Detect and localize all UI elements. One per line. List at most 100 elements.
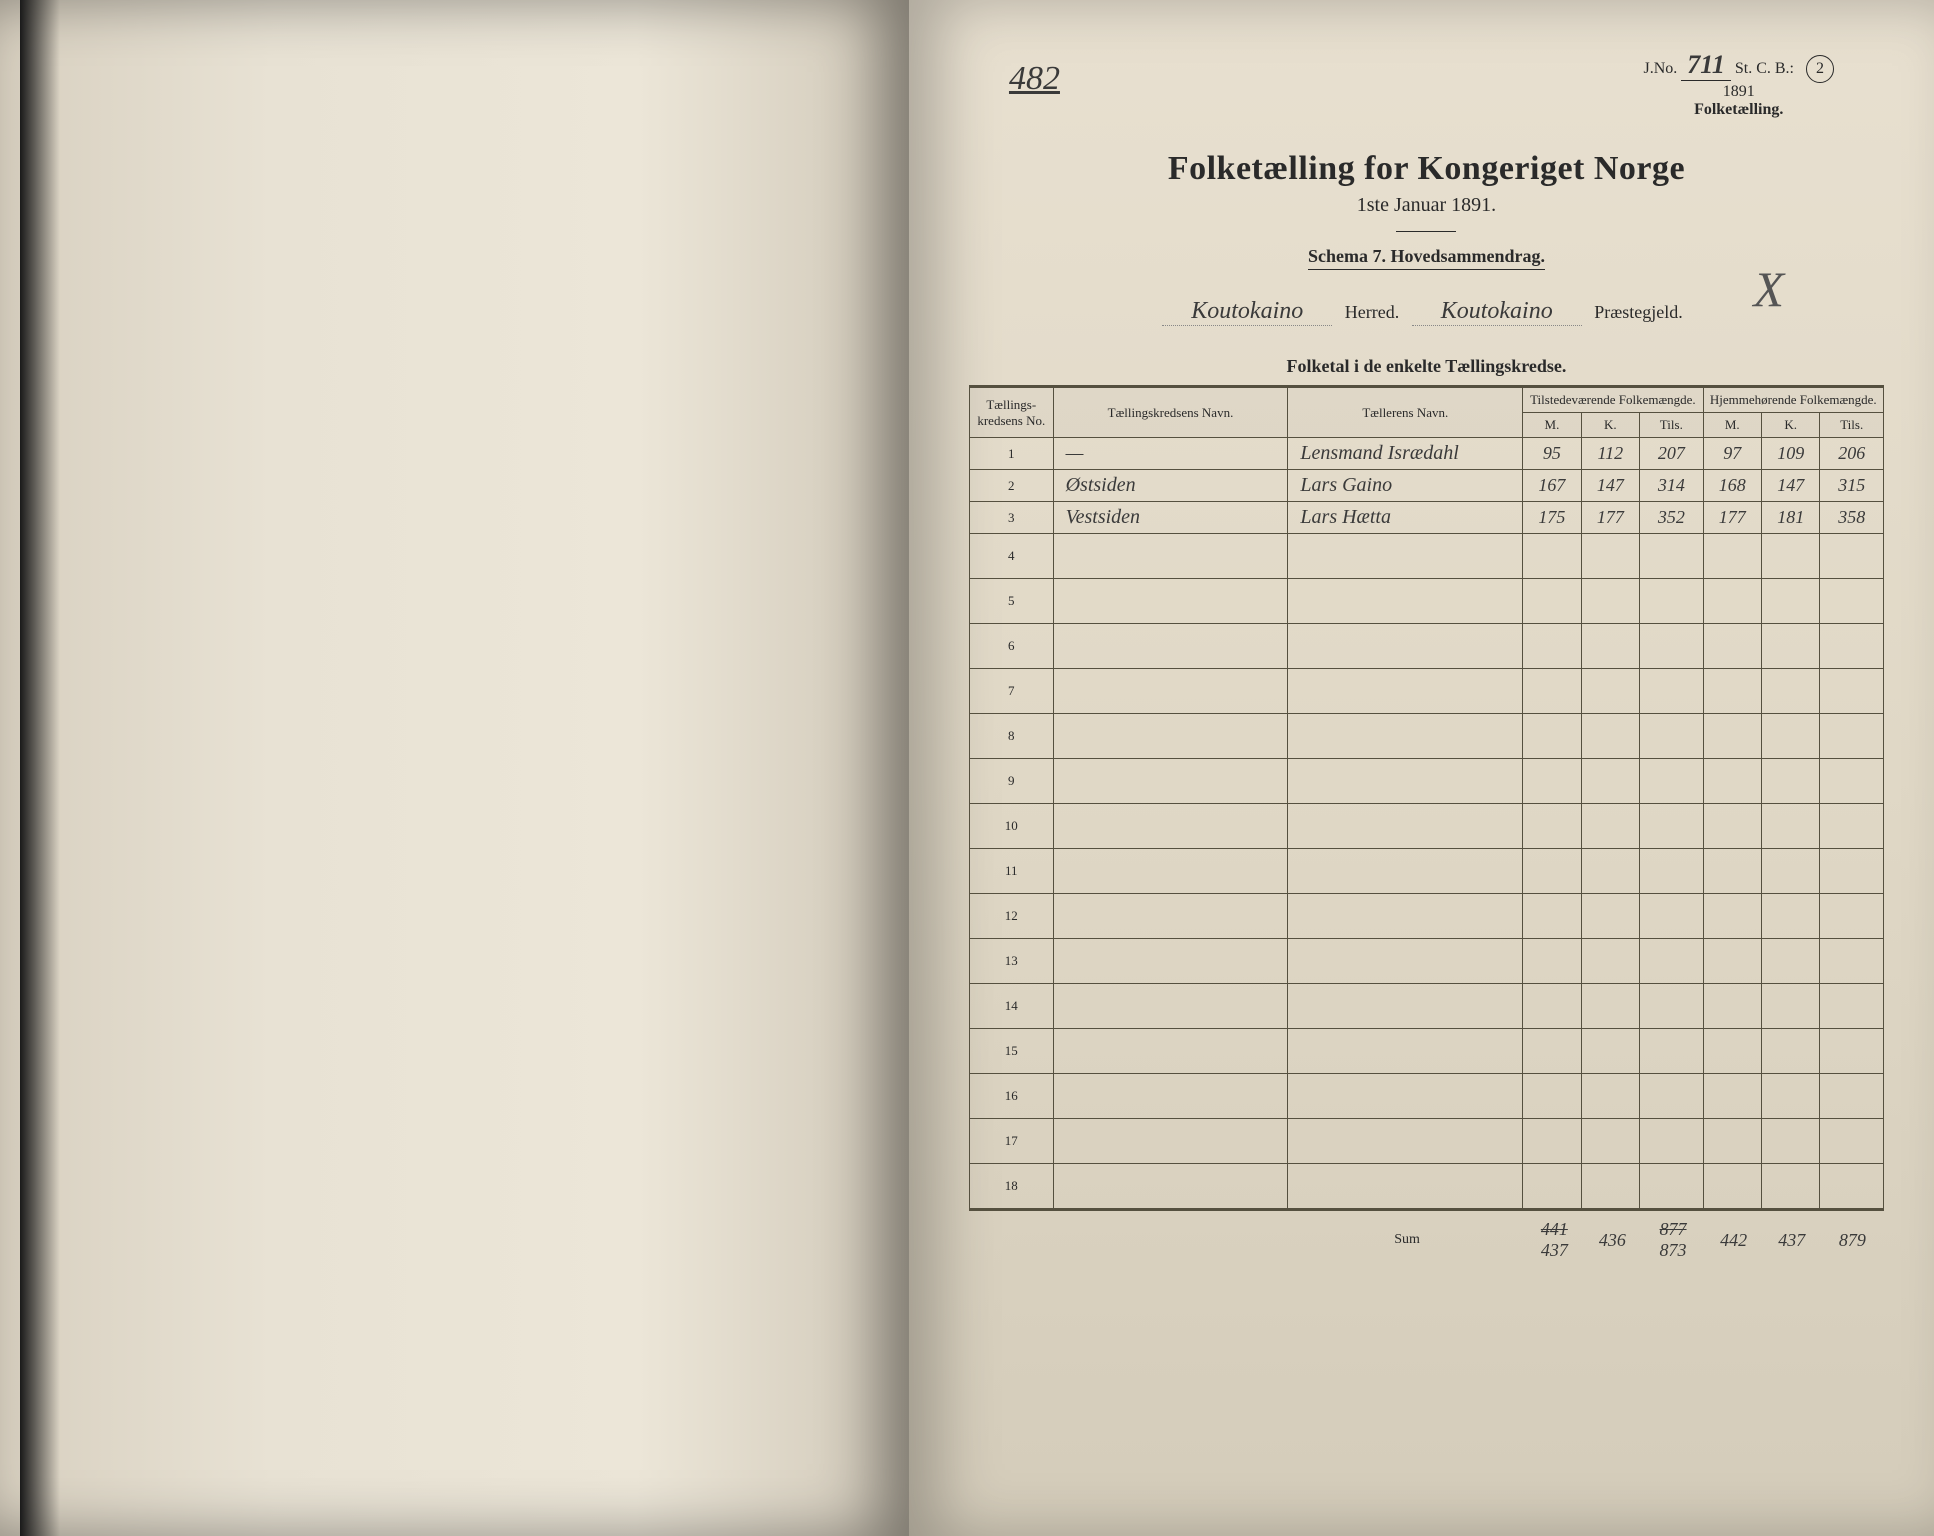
jno-year: 1891 [1723,83,1755,100]
row-rk: 109 [1762,438,1820,470]
row-no: 12 [969,894,1053,939]
table-row-empty: 17 [969,1119,1883,1164]
row-pt [1640,849,1703,894]
table-row-empty: 14 [969,984,1883,1029]
row-pm [1523,849,1581,894]
th-resident-m: M. [1703,413,1761,438]
row-rm [1703,669,1761,714]
row-rm [1703,894,1761,939]
table-row-empty: 5 [969,579,1883,624]
title-sub: 1ste Januar 1891. [969,194,1884,217]
row-rk [1762,1074,1820,1119]
row-rm [1703,579,1761,624]
sum-rt: 879 [1839,1230,1866,1250]
page-stamp-circled: 2 [1806,55,1834,83]
row-pk [1581,849,1639,894]
sum-row: Sum 441 437 436 877 873 442 437 879 [969,1215,1884,1265]
row-rm [1703,624,1761,669]
row-name [1053,894,1288,939]
row-pk: 147 [1581,470,1639,502]
row-rm [1703,534,1761,579]
table-row-empty: 9 [969,759,1883,804]
row-teller [1288,1119,1523,1164]
row-no: 11 [969,849,1053,894]
row-pm [1523,804,1581,849]
jno-label: J.No. [1643,60,1677,77]
row-pt [1640,1029,1703,1074]
row-pk [1581,984,1639,1029]
row-rm [1703,984,1761,1029]
row-rk [1762,1164,1820,1209]
row-rk: 147 [1762,470,1820,502]
row-pt [1640,624,1703,669]
row-pm [1523,1119,1581,1164]
row-rm [1703,714,1761,759]
row-rk [1762,579,1820,624]
row-rt [1820,1164,1884,1209]
row-rk: 181 [1762,502,1820,534]
row-pm: 95 [1523,438,1581,470]
row-rt [1820,939,1884,984]
row-pk [1581,669,1639,714]
th-resident-k: K. [1762,413,1820,438]
row-rm [1703,1074,1761,1119]
row-name [1053,624,1288,669]
row-rm: 168 [1703,470,1761,502]
row-teller [1288,1074,1523,1119]
schema-line: Schema 7. Hovedsammendrag. [1308,246,1545,270]
row-rm [1703,1119,1761,1164]
row-no: 14 [969,984,1053,1029]
row-no: 18 [969,1164,1053,1209]
row-rt: 358 [1820,502,1884,534]
row-pk [1581,759,1639,804]
sum-rk: 437 [1778,1230,1805,1250]
row-pk [1581,1074,1639,1119]
row-pk: 112 [1581,438,1639,470]
row-pm [1523,984,1581,1029]
row-rt [1820,1119,1884,1164]
sum-pt: 873 [1660,1240,1687,1260]
row-name [1053,579,1288,624]
row-no: 9 [969,759,1053,804]
th-resident: Hjemmehørende Folkemængde. [1703,388,1883,413]
row-rk [1762,714,1820,759]
row-no: 13 [969,939,1053,984]
row-no: 15 [969,1029,1053,1074]
table-body: 1—Lensmand Isrædahl95112207971092062Østs… [969,438,1883,1209]
row-no: 6 [969,624,1053,669]
table-row: 2ØstsidenLars Gaino167147314168147315 [969,470,1883,502]
row-teller [1288,534,1523,579]
row-rt [1820,534,1884,579]
row-rt [1820,579,1884,624]
row-pt [1640,1119,1703,1164]
row-pk [1581,534,1639,579]
title-main: Folketælling for Kongeriget Norge [969,150,1884,188]
row-teller [1288,579,1523,624]
row-rk [1762,759,1820,804]
row-pm [1523,534,1581,579]
row-name [1053,939,1288,984]
herred-value: Koutokaino [1162,298,1332,326]
row-rt [1820,804,1884,849]
row-teller [1288,804,1523,849]
th-present-m: M. [1523,413,1581,438]
row-teller [1288,624,1523,669]
table-row-empty: 7 [969,669,1883,714]
row-pt [1640,669,1703,714]
row-rm [1703,1029,1761,1074]
row-no: 17 [969,1119,1053,1164]
row-no: 2 [969,470,1053,502]
locality-line: Koutokaino Herred. Koutokaino Præstegjel… [969,298,1884,326]
table-row-empty: 16 [969,1074,1883,1119]
row-rm [1703,939,1761,984]
census-table: Tællings- kredsens No. Tællingskredsens … [969,387,1884,1209]
handwritten-ref-number: 482 [1009,60,1060,98]
row-pt [1640,939,1703,984]
row-pt [1640,714,1703,759]
row-name [1053,1164,1288,1209]
row-teller [1288,1164,1523,1209]
table-row-empty: 4 [969,534,1883,579]
th-teller: Tællerens Navn. [1288,388,1523,438]
row-teller: Lars Hætta [1288,502,1523,534]
row-name: Vestsiden [1053,502,1288,534]
